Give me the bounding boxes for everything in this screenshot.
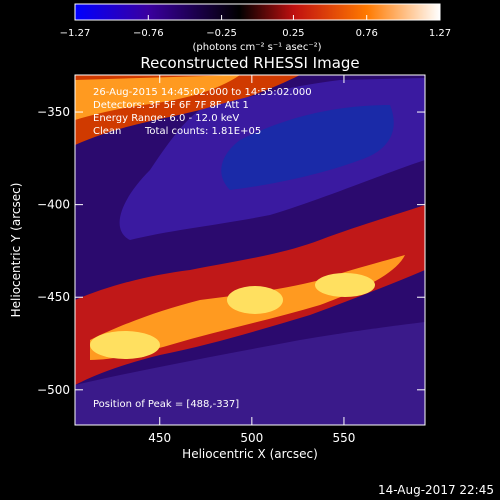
colorbar-tick-label: 0.76 xyxy=(356,28,378,39)
x-axis-label: Heliocentric X (arcsec) xyxy=(182,447,318,461)
colorbar-ticks: −1.27 −0.76 −0.25 0.25 0.76 1.27 xyxy=(60,15,451,39)
colorbar-label: (photons cm⁻² s⁻¹ asec⁻²) xyxy=(192,42,321,53)
axis-ticks: 450 500 550 −350 −400 −450 −500 xyxy=(37,75,425,445)
y-tick-label: −350 xyxy=(37,105,70,119)
heatmap-peak-center xyxy=(227,286,283,314)
footer-timestamp: 14-Aug-2017 22:45 xyxy=(378,483,494,497)
annotation-energy: Energy Range: 6.0 - 12.0 keV xyxy=(93,113,239,124)
annotation-peak: Position of Peak = [488,-337] xyxy=(93,399,239,410)
annotation-time: 26-Aug-2015 14:45:02.000 to 14:55:02.000 xyxy=(93,87,312,98)
y-tick-label: −450 xyxy=(37,290,70,304)
heatmap-peak-left xyxy=(90,331,160,359)
y-axis-label: Heliocentric Y (arcsec) xyxy=(9,183,23,318)
heatmap-image xyxy=(75,75,425,425)
colorbar-tick-label: −1.27 xyxy=(60,28,91,39)
heatmap-peak-right xyxy=(315,273,375,297)
colorbar xyxy=(74,3,441,21)
heatmap-band-lower xyxy=(75,322,425,425)
y-tick-label: −400 xyxy=(37,198,70,212)
heatmap-band-top-hot xyxy=(75,75,240,120)
colorbar-tick-label: −0.76 xyxy=(133,28,164,39)
annotation-method: Clean xyxy=(93,126,121,137)
heatmap-band-trough-core xyxy=(221,105,394,190)
colorbar-tick-label: 1.27 xyxy=(429,28,451,39)
colorbar-tick-label: −0.25 xyxy=(206,28,237,39)
colorbar-tick-label: 0.25 xyxy=(282,28,304,39)
y-tick-label: −500 xyxy=(37,383,70,397)
annotation-counts: Total counts: 1.81E+05 xyxy=(144,126,261,137)
annotation-detectors: Detectors: 3F 5F 6F 7F 8F Att 1 xyxy=(93,100,249,111)
x-tick-label: 450 xyxy=(148,431,171,445)
x-tick-label: 550 xyxy=(332,431,355,445)
plot-frame xyxy=(74,74,426,426)
chart-title: Reconstructed RHESSI Image xyxy=(140,54,359,72)
x-tick-label: 500 xyxy=(240,431,263,445)
